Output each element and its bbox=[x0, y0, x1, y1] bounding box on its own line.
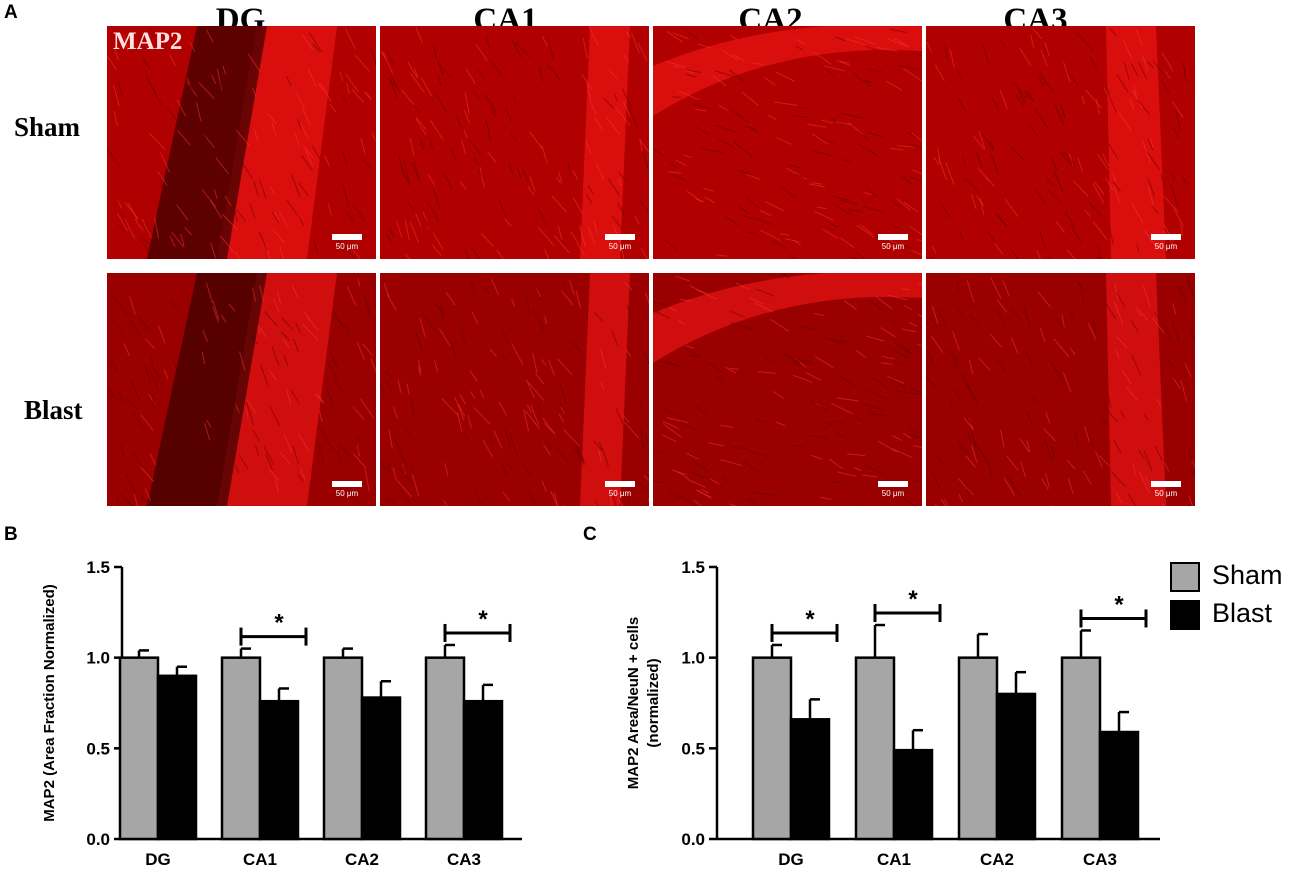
scale-bar-label: 50 μm bbox=[608, 242, 632, 251]
bar-sham-ca2 bbox=[957, 656, 999, 841]
bar-sham-ca1 bbox=[854, 656, 896, 841]
scale-bar-label: 50 μm bbox=[881, 242, 905, 251]
bar-blast-dg bbox=[156, 674, 198, 841]
y-tick-label: 0.5 bbox=[681, 739, 705, 758]
scale-bar-line bbox=[605, 234, 635, 240]
x-tick-label: CA1 bbox=[877, 850, 911, 869]
scale-bar-label: 50 μm bbox=[608, 489, 632, 498]
legend: Sham Blast bbox=[1168, 560, 1298, 638]
y-tick-label: 0.5 bbox=[86, 739, 110, 758]
significance-star: * bbox=[805, 606, 815, 633]
scale-bar-line bbox=[332, 481, 362, 487]
x-tick-label: DG bbox=[145, 850, 171, 869]
x-tick-label: CA3 bbox=[447, 850, 481, 869]
x-tick-label: CA2 bbox=[980, 850, 1014, 869]
chart-b: 0.0 0.5 1.0 1.5 MAP2 (Area Fraction Normaliz… bbox=[41, 558, 522, 869]
bar-blast-ca2 bbox=[995, 692, 1037, 841]
bar-sham-ca1 bbox=[220, 656, 262, 841]
scale-bar-line bbox=[1151, 481, 1181, 487]
bar-sham-ca3 bbox=[1060, 656, 1102, 841]
significance-star: * bbox=[908, 586, 918, 613]
panel-letter-c: C bbox=[583, 524, 597, 545]
scale-bar-label: 50 μm bbox=[335, 489, 359, 498]
x-tick-label: DG bbox=[778, 850, 804, 869]
bar-blast-ca1 bbox=[258, 699, 300, 841]
scale-bar: 50 μm bbox=[1149, 481, 1183, 498]
y-axis-label: MAP2 Area/NeuN + cells bbox=[625, 617, 642, 789]
panel-letter-a: A bbox=[4, 2, 18, 23]
scale-bar-line bbox=[1151, 234, 1181, 240]
micrograph-blast-ca1: 50 μm bbox=[380, 273, 649, 506]
chart-c: 0.0 0.5 1.0 1.5 MAP2 Area/NeuN + cells (norma… bbox=[625, 558, 1160, 869]
bar-sham-dg bbox=[751, 656, 793, 841]
micrograph-sham-ca3: 50 μm bbox=[926, 26, 1195, 259]
bar-blast-ca3 bbox=[1098, 730, 1140, 841]
scale-bar-label: 50 μm bbox=[1154, 242, 1178, 251]
legend-label-blast: Blast bbox=[1212, 598, 1273, 628]
legend-label-sham: Sham bbox=[1212, 560, 1283, 590]
significance-star: * bbox=[1114, 591, 1124, 618]
scale-bar-line bbox=[605, 481, 635, 487]
row-header-sham: Sham bbox=[14, 112, 81, 142]
bar-sham-ca2 bbox=[322, 656, 364, 841]
micrograph-sham-ca1: 50 μm bbox=[380, 26, 649, 259]
bar-blast-ca2 bbox=[360, 696, 402, 841]
legend-item-blast: Blast bbox=[1168, 598, 1298, 638]
legend-swatch-blast bbox=[1170, 600, 1200, 630]
scale-bar-line bbox=[878, 234, 908, 240]
y-tick-label: 1.5 bbox=[681, 558, 705, 577]
scale-bar: 50 μm bbox=[876, 234, 910, 251]
stain-label-map2: MAP2 bbox=[113, 28, 183, 55]
y-tick-label: 0.0 bbox=[86, 830, 110, 849]
scale-bar-label: 50 μm bbox=[881, 489, 905, 498]
micrograph-blast-dg: 50 μm bbox=[107, 273, 376, 506]
y-tick-label: 0.0 bbox=[681, 830, 705, 849]
scale-bar: 50 μm bbox=[603, 234, 637, 251]
bar-blast-ca1 bbox=[892, 748, 934, 841]
bar-blast-ca3 bbox=[462, 699, 504, 841]
scale-bar-line bbox=[332, 234, 362, 240]
y-tick-label: 1.5 bbox=[86, 558, 110, 577]
scale-bar-label: 50 μm bbox=[335, 242, 359, 251]
legend-item-sham: Sham bbox=[1168, 560, 1298, 600]
micrograph-sham-ca2: 50 μm bbox=[653, 26, 922, 259]
y-axis-label: (normalized) bbox=[645, 658, 662, 747]
row-header-blast: Blast bbox=[24, 395, 83, 425]
micrograph-grid: MAP2 50 μm 50 μm 50 μm 50 μm 50 μm 50 μm 50 μm 5… bbox=[107, 26, 1300, 506]
scale-bar: 50 μm bbox=[330, 481, 364, 498]
scale-bar: 50 μm bbox=[603, 481, 637, 498]
micrograph-blast-ca2: 50 μm bbox=[653, 273, 922, 506]
micrograph-blast-ca3: 50 μm bbox=[926, 273, 1195, 506]
y-tick-label: 1.0 bbox=[86, 649, 110, 668]
x-tick-label: CA3 bbox=[1083, 850, 1117, 869]
scale-bar: 50 μm bbox=[876, 481, 910, 498]
scale-bar-line bbox=[878, 481, 908, 487]
significance-star: * bbox=[274, 610, 284, 637]
y-tick-label: 1.0 bbox=[681, 649, 705, 668]
scale-bar-label: 50 μm bbox=[1154, 489, 1178, 498]
micrograph-sham-dg: MAP2 50 μm bbox=[107, 26, 376, 259]
panel-letter-b: B bbox=[4, 524, 18, 545]
bar-sham-dg bbox=[118, 656, 160, 841]
legend-swatch-sham bbox=[1170, 562, 1200, 592]
bar-blast-dg bbox=[789, 718, 831, 841]
significance-star: * bbox=[478, 606, 488, 633]
x-tick-label: CA1 bbox=[243, 850, 277, 869]
y-axis-label: MAP2 (Area Fraction Normalized) bbox=[41, 584, 58, 822]
x-tick-label: CA2 bbox=[345, 850, 379, 869]
bar-sham-ca3 bbox=[424, 656, 466, 841]
scale-bar: 50 μm bbox=[330, 234, 364, 251]
scale-bar: 50 μm bbox=[1149, 234, 1183, 251]
